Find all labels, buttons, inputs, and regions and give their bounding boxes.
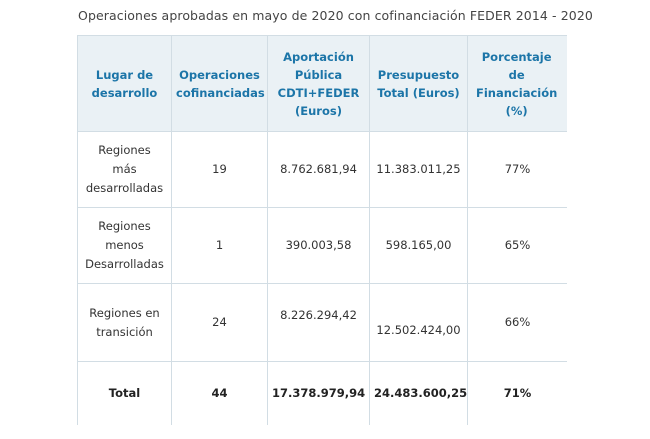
cell-presupuesto: 11.383.011,25 <box>369 131 468 208</box>
cell-aportacion-value: 8.226.294,42 <box>280 308 357 322</box>
header-aportacion-line-4: (Euros) <box>295 103 342 118</box>
cell-aportacion: 390.003,58 <box>267 207 370 284</box>
cell-lugar: Regiones en transición <box>77 283 172 362</box>
header-operaciones: Operaciones cofinanciadas <box>171 35 268 132</box>
total-porcentaje: 71% <box>467 361 567 425</box>
header-porcentaje-line-1: Porcentaje <box>481 49 552 64</box>
cell-lugar-line-2: más <box>112 162 137 176</box>
header-aportacion: Aportación Pública CDTI+FEDER (Euros) <box>267 35 370 132</box>
cell-lugar-line-2: menos <box>105 238 144 252</box>
cell-operaciones: 24 <box>171 283 268 362</box>
cell-lugar-line-1: Regiones <box>98 143 151 157</box>
cell-lugar: Regiones menos Desarrolladas <box>77 207 172 284</box>
header-porcentaje-block: Porcentaje de Financiación (%) <box>476 48 557 120</box>
header-row: Lugar de desarrollo Operaciones cofinanc… <box>77 35 567 132</box>
table-row: Regiones en transición 24 8.226.294,42 1… <box>77 283 567 362</box>
header-porcentaje-line-3: Financiación <box>476 85 558 100</box>
cell-presupuesto: 12.502.424,00 <box>369 283 468 362</box>
cell-operaciones: 19 <box>171 131 268 208</box>
header-presupuesto: Presupuesto Total (Euros) <box>369 35 468 132</box>
cell-lugar-line-3: Desarrolladas <box>85 257 164 271</box>
cell-operaciones: 1 <box>171 207 268 284</box>
header-presupuesto-line-1: Presupuesto <box>377 67 460 82</box>
header-porcentaje-line-4: (%) <box>505 103 528 118</box>
total-row: Total 44 17.378.979,94 24.483.600,25 71% <box>77 361 567 425</box>
header-lugar-line-1: Lugar de <box>95 67 154 82</box>
cell-lugar-line-1: Regiones en <box>89 305 160 320</box>
header-porcentaje: Porcentaje de Financiación (%) <box>467 35 567 132</box>
cell-lugar: Regiones más desarrolladas <box>77 131 172 208</box>
cell-porcentaje: 65% <box>467 207 567 284</box>
table-row: Regiones más desarrolladas 19 8.762.681,… <box>77 131 567 208</box>
header-lugar: Lugar de desarrollo <box>77 35 172 132</box>
total-operaciones: 44 <box>171 361 268 425</box>
header-aportacion-line-2: Pública <box>294 67 343 82</box>
cell-lugar-line-2: transición <box>96 324 153 339</box>
total-presupuesto: 24.483.600,25 <box>369 361 468 425</box>
cell-presupuesto-value: 12.502.424,00 <box>376 323 461 337</box>
header-lugar-line-2: desarrollo <box>91 85 158 100</box>
header-porcentaje-line-2: de <box>508 67 525 82</box>
table-row: Regiones menos Desarrolladas 1 390.003,5… <box>77 207 567 284</box>
cell-aportacion: 8.226.294,42 <box>267 283 370 362</box>
header-aportacion-line-3: CDTI+FEDER <box>277 85 360 100</box>
cell-lugar-line-3: desarrolladas <box>85 181 164 195</box>
financing-table-container: Lugar de desarrollo Operaciones cofinanc… <box>77 35 567 425</box>
cell-lugar-line-1: Regiones <box>98 219 151 233</box>
total-lugar: Total <box>77 361 172 425</box>
cell-presupuesto: 598.165,00 <box>369 207 468 284</box>
table-caption: Operaciones aprobadas en mayo de 2020 co… <box>78 8 593 23</box>
cell-aportacion: 8.762.681,94 <box>267 131 370 208</box>
header-operaciones-line-2: cofinanciadas <box>176 85 265 100</box>
financing-table: Lugar de desarrollo Operaciones cofinanc… <box>77 35 567 425</box>
cell-porcentaje: 77% <box>467 131 567 208</box>
header-presupuesto-line-2: Total (Euros) <box>377 85 460 100</box>
header-operaciones-line-1: Operaciones <box>179 67 260 82</box>
header-aportacion-line-1: Aportación <box>283 49 354 64</box>
total-aportacion: 17.378.979,94 <box>267 361 370 425</box>
cell-porcentaje: 66% <box>467 283 567 362</box>
